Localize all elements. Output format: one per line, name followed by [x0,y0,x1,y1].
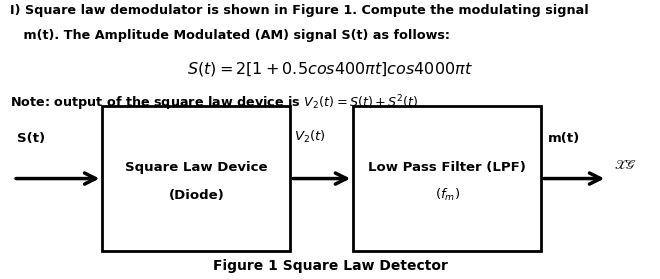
Text: Figure 1 Square Law Detector: Figure 1 Square Law Detector [213,259,447,273]
Text: I) Square law demodulator is shown in Figure 1. Compute the modulating signal: I) Square law demodulator is shown in Fi… [10,4,589,17]
Text: $\mathscr{X\!G}$: $\mathscr{X\!G}$ [614,158,636,172]
Text: $(f_m)$: $(f_m)$ [434,187,460,203]
Text: m(t): m(t) [548,132,580,145]
Text: (Diode): (Diode) [168,189,224,202]
Bar [353,106,541,251]
Text: $V_2(t)$: $V_2(t)$ [294,129,325,145]
Text: m(t). The Amplitude Modulated (AM) signal S(t) as follows:: m(t). The Amplitude Modulated (AM) signa… [10,29,450,42]
Text: Note: output of the square law device is $V_2(t) = S(t) + S^2(t)$: Note: output of the square law device is… [10,93,418,113]
Text: S(t): S(t) [16,132,45,145]
Text: Low Pass Filter (LPF): Low Pass Filter (LPF) [368,161,526,174]
Text: Square Law Device: Square Law Device [125,161,267,174]
Text: $S(t) = 2[1 + 0.5cos400\pi t]cos4000\pi t$: $S(t) = 2[1 + 0.5cos400\pi t]cos4000\pi … [187,60,473,78]
Bar [102,106,290,251]
